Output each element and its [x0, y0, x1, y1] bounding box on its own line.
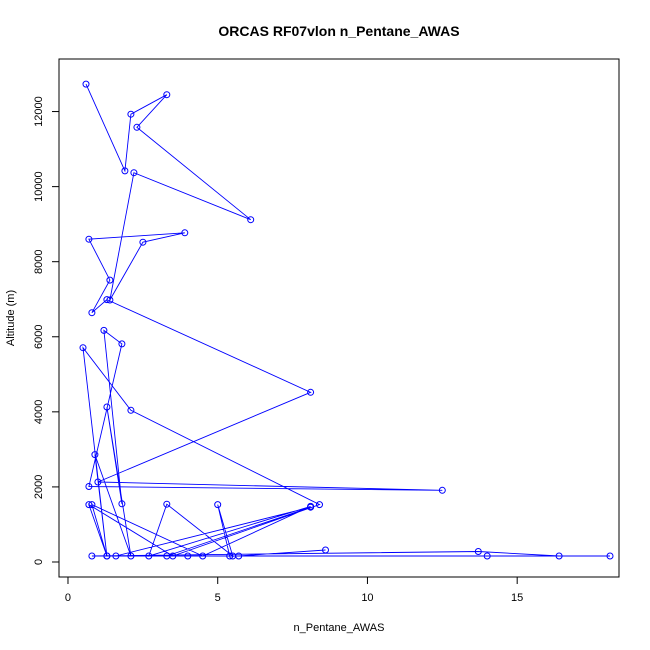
y-tick-label: 10000 — [33, 171, 45, 202]
data-point — [307, 388, 315, 396]
data-point — [163, 500, 171, 508]
data-point — [88, 309, 96, 317]
data-point — [127, 552, 135, 560]
data-point — [235, 552, 243, 560]
data-point — [79, 344, 87, 352]
data-point — [184, 552, 192, 560]
data-point — [103, 403, 111, 411]
y-tick-label: 6000 — [33, 325, 45, 349]
data-point — [91, 451, 99, 459]
y-tick-label: 2000 — [33, 475, 45, 499]
data-point — [145, 552, 153, 560]
series-layer — [79, 80, 614, 560]
axes-group: 0 5 10 15 0 2000 4000 6000 8000 10000 12000 — [33, 96, 523, 604]
data-point — [474, 548, 482, 555]
x-tick-label: 10 — [361, 592, 373, 604]
data-point — [103, 296, 111, 304]
data-point — [127, 406, 135, 414]
data-point — [118, 340, 126, 348]
data-point — [322, 546, 329, 554]
chart-title: ORCAS RF07vlon n_Pentane_AWAS — [218, 23, 459, 39]
x-tick-label: 0 — [65, 592, 71, 604]
data-point — [316, 501, 323, 509]
data-point — [85, 235, 93, 243]
data-point — [606, 552, 614, 560]
data-point — [307, 503, 315, 511]
data-point — [163, 91, 171, 99]
data-point — [181, 229, 189, 237]
x-axis-label: n_Pentane_AWAS — [294, 622, 385, 634]
data-point — [103, 552, 111, 560]
y-tick-label: 0 — [33, 559, 45, 565]
data-point — [82, 80, 90, 88]
data-point — [94, 478, 102, 486]
data-point — [85, 483, 93, 490]
y-tick-label: 8000 — [33, 249, 45, 273]
series-line — [82, 83, 610, 558]
plot-frame — [58, 58, 620, 578]
data-point — [127, 110, 135, 118]
data-point — [112, 552, 120, 560]
y-axis-label: Altitude (m) — [5, 290, 17, 346]
data-point — [85, 501, 93, 509]
data-point — [247, 216, 255, 224]
x-tick-label: 15 — [511, 592, 523, 604]
data-point — [88, 552, 96, 560]
y-tick-label: 4000 — [33, 400, 45, 424]
data-point — [139, 238, 147, 246]
data-point — [226, 552, 234, 560]
data-point — [163, 552, 171, 560]
data-point — [106, 296, 114, 304]
data-point — [106, 276, 114, 284]
data-point — [118, 500, 126, 508]
data-point — [88, 501, 96, 509]
x-tick-label: 5 — [215, 592, 221, 604]
data-point — [199, 552, 207, 560]
data-point — [214, 501, 222, 509]
data-point — [483, 552, 491, 560]
data-point — [121, 167, 129, 175]
data-point — [100, 326, 108, 334]
data-point — [555, 552, 563, 560]
data-point — [130, 169, 138, 177]
y-tick-label: 12000 — [33, 96, 45, 127]
data-point — [438, 486, 446, 494]
data-point — [133, 123, 141, 131]
